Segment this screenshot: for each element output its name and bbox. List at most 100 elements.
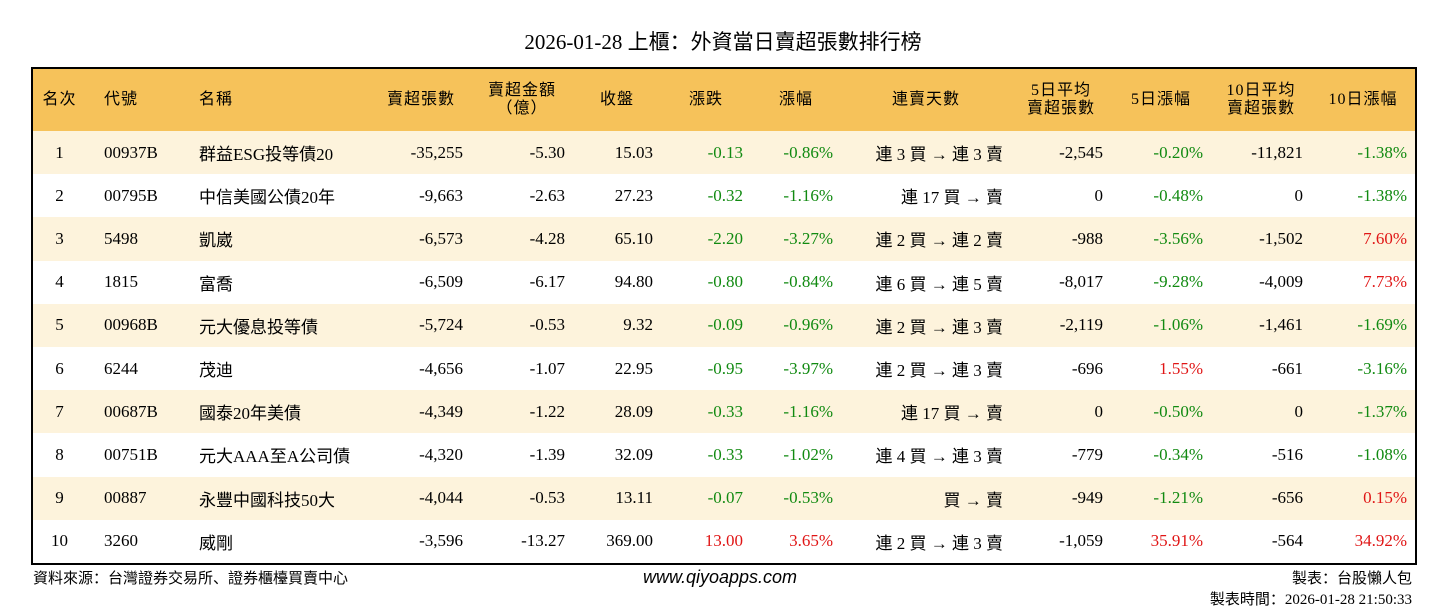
table-cell: -779 xyxy=(1071,444,1103,464)
header-cell: 10日漲幅 xyxy=(1311,68,1416,131)
table-cell: 6244 xyxy=(104,358,138,378)
table-cell: 1815 xyxy=(104,272,138,292)
table-cell: -6,509 xyxy=(419,272,463,292)
header-cell: 賣超張數 xyxy=(371,68,471,131)
table-row: 4 1815 富喬 -6,509 -6.17 94.80 -0.80 -0.84% 連 6 買 … xyxy=(32,261,1416,304)
table-cell: 94.80 xyxy=(614,272,653,292)
table-cell: -0.13 xyxy=(707,142,743,162)
table-cell: 茂迪 xyxy=(199,361,233,381)
table-cell: 00937B xyxy=(104,142,158,162)
table-cell: -3.16% xyxy=(1357,358,1407,378)
table-row: 2 00795B 中信美國公債20年 -9,663 -2.63 27.23 -0.32 -1.… xyxy=(32,174,1416,217)
table-cell: -1.02% xyxy=(783,444,833,464)
table-cell: 00795B xyxy=(104,185,158,205)
table-cell: -1.37% xyxy=(1357,401,1407,421)
table-cell: -0.50% xyxy=(1153,401,1203,421)
header-cell: 代號 xyxy=(86,68,181,131)
table-cell: -696 xyxy=(1071,358,1103,378)
table-cell: -9,663 xyxy=(419,185,463,205)
title: 2026-01-28 上櫃：外資當日賣超張數排行榜 xyxy=(524,30,922,54)
table-cell: -0.07 xyxy=(707,488,743,508)
table-cell: 9 xyxy=(55,488,64,508)
table-cell: 富喬 xyxy=(199,274,233,294)
table-cell: 3.65% xyxy=(789,531,833,551)
table-cell: 連 4 買 → 連 3 賣 xyxy=(875,447,1004,467)
table-cell: -4,320 xyxy=(419,444,463,464)
table-cell: 00887 xyxy=(104,488,147,508)
table-row: 1 00937B 群益ESG投等債20 -35,255 -5.30 15.03 -0.13 -… xyxy=(32,131,1416,175)
table-cell: -2,545 xyxy=(1059,142,1103,162)
table-cell: -1.22 xyxy=(529,401,565,421)
table-cell: 連 2 買 → 連 3 賣 xyxy=(875,317,1004,337)
table-cell: -3.27% xyxy=(783,228,833,248)
table-cell: -9.28% xyxy=(1153,272,1203,292)
header-cell: 漲幅 xyxy=(751,68,841,131)
table-row: 7 00687B 國泰20年美債 -4,349 -1.22 28.09 -0.33 -1.16… xyxy=(32,390,1416,434)
table-cell: -6,573 xyxy=(419,228,463,248)
table-cell: 15.03 xyxy=(614,142,653,162)
table-cell: -0.33 xyxy=(707,444,743,464)
table-cell: -6.17 xyxy=(529,272,565,292)
table-cell: -0.20% xyxy=(1153,142,1203,162)
table-cell: -2,119 xyxy=(1059,315,1103,335)
table-cell: 9.32 xyxy=(623,315,653,335)
table-cell: -2.20 xyxy=(707,228,743,248)
table-cell: 32.09 xyxy=(614,444,653,464)
ranking-table: 名次 代號 名稱 賣超張數 賣超金額 （億） 收盤 漲跌 漲幅 連賣天數 5日平均 賣超張數 5日漲… xyxy=(31,67,1417,565)
header-cell: 漲跌 xyxy=(661,68,751,131)
table-row: 6 6244 茂迪 -4,656 -1.07 22.95 -0.95 -3.97% 連 2 買 … xyxy=(32,347,1416,390)
table-cell: -0.95 xyxy=(707,358,743,378)
header-cell: 賣超金額 （億） xyxy=(471,68,573,131)
table-cell: 7 xyxy=(55,401,64,421)
table-cell: -0.53 xyxy=(529,488,565,508)
table-cell: -0.80 xyxy=(707,272,743,292)
table-cell: -1,502 xyxy=(1259,228,1303,248)
source: 資料來源：台灣證券交易所、證券櫃檯買賣中心 xyxy=(33,571,349,587)
table-cell: -0.33 xyxy=(707,401,743,421)
table-cell: -988 xyxy=(1071,228,1103,248)
table-cell: -5.30 xyxy=(529,142,565,162)
table-cell: -2.63 xyxy=(529,185,565,205)
table-cell: 13.11 xyxy=(615,488,653,508)
table-body: 1 00937B 群益ESG投等債20 -35,255 -5.30 15.03 -0.13 -… xyxy=(32,131,1416,564)
table-cell: 0 xyxy=(1294,185,1304,205)
table-cell: 0 xyxy=(1094,401,1104,421)
header-cell: 5日平均 賣超張數 xyxy=(1011,68,1111,131)
table-cell: -1.16% xyxy=(783,401,833,421)
table-cell: -13.27 xyxy=(521,531,565,551)
table-row: 10 3260 威剛 -3,596 -13.27 369.00 13.00 3.65% 連 2 … xyxy=(32,520,1416,564)
url: www.qiyoapps.com xyxy=(642,567,798,587)
table-cell: 8 xyxy=(55,444,64,464)
table-cell: -1.21% xyxy=(1153,488,1203,508)
table-cell: 4 xyxy=(55,272,64,292)
table-cell: 369.00 xyxy=(606,531,653,551)
table-cell: -3.56% xyxy=(1153,228,1203,248)
table-cell: 35.91% xyxy=(1150,531,1203,551)
table-cell: -4,349 xyxy=(419,401,463,421)
table-cell: 連 2 買 → 連 3 賣 xyxy=(875,361,1004,381)
table-cell: -661 xyxy=(1271,358,1303,378)
table-cell: 00687B xyxy=(104,401,158,421)
table-cell: -1.69% xyxy=(1357,315,1407,335)
table-cell: -4,044 xyxy=(419,488,463,508)
table-cell: -0.09 xyxy=(707,315,743,335)
header-cell: 10日平均 賣超張數 xyxy=(1211,68,1311,131)
table-cell: -0.84% xyxy=(783,272,833,292)
header-cell: 連賣天數 xyxy=(841,68,1011,131)
table-cell: 27.23 xyxy=(614,185,653,205)
table-cell: -1.06% xyxy=(1153,315,1203,335)
table-row: 5 00968B 元大優息投等債 -5,724 -0.53 9.32 -0.09 -0.96%… xyxy=(32,303,1416,347)
table-row: 3 5498 凱崴 -6,573 -4.28 65.10 -2.20 -3.27% 連 2 買 … xyxy=(32,217,1416,261)
table-cell: 連 2 買 → 連 3 賣 xyxy=(875,533,1004,553)
table-cell: 2 xyxy=(55,185,64,205)
table-cell: 3260 xyxy=(104,531,138,551)
table-cell: 7.60% xyxy=(1363,228,1407,248)
table-cell: 28.09 xyxy=(614,401,653,421)
table-cell: -0.96% xyxy=(783,315,833,335)
table-cell: -3.97% xyxy=(783,358,833,378)
table-cell: 0 xyxy=(1094,185,1104,205)
table-cell: -1.08% xyxy=(1357,444,1407,464)
table-cell: -4,009 xyxy=(1259,272,1303,292)
table-cell: -0.86% xyxy=(783,142,833,162)
